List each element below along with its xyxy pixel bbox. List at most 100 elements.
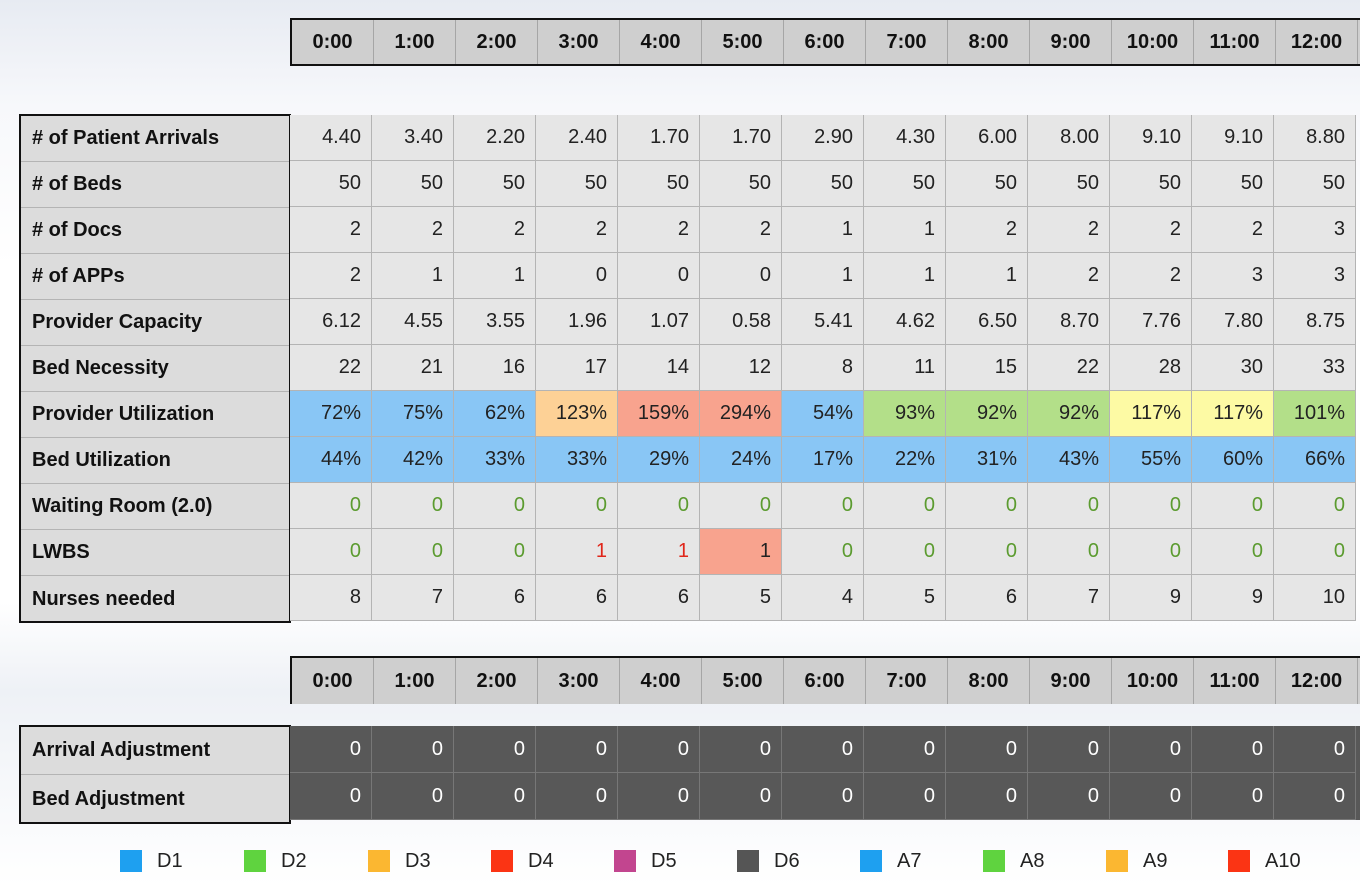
row-label: # of APPs bbox=[21, 254, 289, 300]
data-cell: 4.40 bbox=[290, 115, 372, 161]
adjustment-cell[interactable]: 0 bbox=[372, 773, 454, 820]
legend-label: D5 bbox=[651, 849, 677, 872]
legend-label: A9 bbox=[1143, 849, 1168, 872]
hour-header-cell: 11:00 bbox=[1194, 20, 1276, 64]
data-cell: 0 bbox=[372, 529, 454, 575]
data-cell: 2 bbox=[1192, 207, 1274, 253]
data-cell: 50 bbox=[372, 161, 454, 207]
data-cell: 62% bbox=[454, 391, 536, 437]
data-cell: 0 bbox=[618, 483, 700, 529]
row-label: Arrival Adjustment bbox=[21, 727, 289, 775]
metric-labels: # of Patient Arrivals # of Beds # of Docs #… bbox=[19, 114, 291, 623]
data-cell: 92% bbox=[1028, 391, 1110, 437]
legend-swatch bbox=[860, 850, 882, 872]
adjustment-cell[interactable]: 0 bbox=[864, 726, 946, 773]
data-cell: 22 bbox=[290, 345, 372, 391]
adjustment-cell[interactable]: 0 bbox=[700, 726, 782, 773]
data-cell: 5 bbox=[700, 575, 782, 621]
adjustment-cell[interactable]: 0 bbox=[1192, 726, 1274, 773]
adjustment-cell[interactable]: 0 bbox=[536, 726, 618, 773]
adjustment-cell[interactable]: 0 bbox=[1274, 726, 1356, 773]
legend-swatch bbox=[368, 850, 390, 872]
adjustment-cell[interactable]: 0 bbox=[946, 726, 1028, 773]
row-label: Nurses needed bbox=[32, 587, 176, 610]
adjustment-cell[interactable]: 0 bbox=[1028, 773, 1110, 820]
adjustment-cell[interactable]: 0 bbox=[454, 726, 536, 773]
adjustment-cell[interactable]: 0 bbox=[782, 726, 864, 773]
adjustment-cell[interactable]: 0 bbox=[782, 773, 864, 820]
adjustment-cell[interactable]: 0 bbox=[618, 773, 700, 820]
data-cell: 0 bbox=[1192, 483, 1274, 529]
row-label: Bed Necessity bbox=[21, 346, 289, 392]
data-cell: 6 bbox=[454, 575, 536, 621]
hour-header-cell: 12:00 bbox=[1276, 20, 1358, 64]
adjustment-cell[interactable]: 0 bbox=[700, 773, 782, 820]
hour-header-cell: 6:00 bbox=[784, 20, 866, 64]
data-cell: 0.58 bbox=[700, 299, 782, 345]
data-cell: 0 bbox=[536, 253, 618, 299]
data-cell: 0 bbox=[782, 483, 864, 529]
data-cell: 2 bbox=[372, 207, 454, 253]
data-cell: 17 bbox=[536, 345, 618, 391]
hour-header-cell: 8:00 bbox=[948, 658, 1030, 704]
adjustment-cell[interactable]: 0 bbox=[1028, 726, 1110, 773]
data-cell: 3 bbox=[1274, 253, 1356, 299]
data-cell: 2 bbox=[290, 253, 372, 299]
adjustment-cell[interactable]: 0 bbox=[290, 726, 372, 773]
data-cell: 22% bbox=[864, 437, 946, 483]
data-cell: 0 bbox=[1110, 483, 1192, 529]
row-label: # of Patient Arrivals bbox=[21, 116, 289, 162]
adjustment-cell[interactable]: 0 bbox=[536, 773, 618, 820]
adjustment-cell[interactable]: 0 bbox=[946, 773, 1028, 820]
data-cell: 8.00 bbox=[1028, 115, 1110, 161]
hour-header-cell: 5:00 bbox=[702, 658, 784, 704]
data-cell: 5 bbox=[864, 575, 946, 621]
data-cell: 117% bbox=[1110, 391, 1192, 437]
data-cell: 7.76 bbox=[1110, 299, 1192, 345]
adjustment-cell[interactable]: 0 bbox=[1110, 726, 1192, 773]
data-cell: 2 bbox=[454, 207, 536, 253]
adjustment-cell[interactable]: 0 bbox=[1110, 773, 1192, 820]
data-cell: 29% bbox=[618, 437, 700, 483]
data-cell: 9 bbox=[1110, 575, 1192, 621]
data-cell: 2 bbox=[1028, 207, 1110, 253]
hour-header-cell: 0:00 bbox=[292, 658, 374, 704]
adjustment-cell[interactable]: 0 bbox=[372, 726, 454, 773]
data-cell: 33% bbox=[454, 437, 536, 483]
data-cell: 1 bbox=[454, 253, 536, 299]
data-cell: 11 bbox=[864, 345, 946, 391]
adjustment-cell[interactable]: 0 bbox=[864, 773, 946, 820]
data-cell: 50 bbox=[454, 161, 536, 207]
data-cell: 50 bbox=[782, 161, 864, 207]
legend-item: A9 bbox=[1106, 846, 1167, 876]
adjustment-cell[interactable]: 0 bbox=[1192, 773, 1274, 820]
data-cell: 159% bbox=[618, 391, 700, 437]
data-cell: 66% bbox=[1274, 437, 1356, 483]
data-cell: 0 bbox=[454, 529, 536, 575]
data-cell: 8 bbox=[782, 345, 864, 391]
hour-header-cell: 3:00 bbox=[538, 20, 620, 64]
adjustment-cell[interactable]: 0 bbox=[454, 773, 536, 820]
data-cell: 50 bbox=[946, 161, 1028, 207]
hour-header-cell: 10:00 bbox=[1112, 20, 1194, 64]
legend-item: D2 bbox=[244, 846, 307, 876]
adjustment-labels: Arrival Adjustment Bed Adjustment bbox=[19, 725, 291, 824]
data-cell: 4.55 bbox=[372, 299, 454, 345]
data-cell: 2 bbox=[536, 207, 618, 253]
legend-swatch bbox=[737, 850, 759, 872]
adjustment-cell[interactable]: 0 bbox=[1274, 773, 1356, 820]
hour-header-cell: 2:00 bbox=[456, 658, 538, 704]
data-cell: 6 bbox=[536, 575, 618, 621]
adjustment-cell[interactable]: 0 bbox=[290, 773, 372, 820]
data-cell: 9.10 bbox=[1192, 115, 1274, 161]
data-cell: 50 bbox=[618, 161, 700, 207]
data-cell: 6.00 bbox=[946, 115, 1028, 161]
data-cell: 7 bbox=[372, 575, 454, 621]
data-cell: 6 bbox=[618, 575, 700, 621]
data-cell: 3.55 bbox=[454, 299, 536, 345]
data-cell: 0 bbox=[1192, 529, 1274, 575]
legend-label: D1 bbox=[157, 849, 183, 872]
data-cell: 93% bbox=[864, 391, 946, 437]
hour-header-cell: 8:00 bbox=[948, 20, 1030, 64]
adjustment-cell[interactable]: 0 bbox=[618, 726, 700, 773]
